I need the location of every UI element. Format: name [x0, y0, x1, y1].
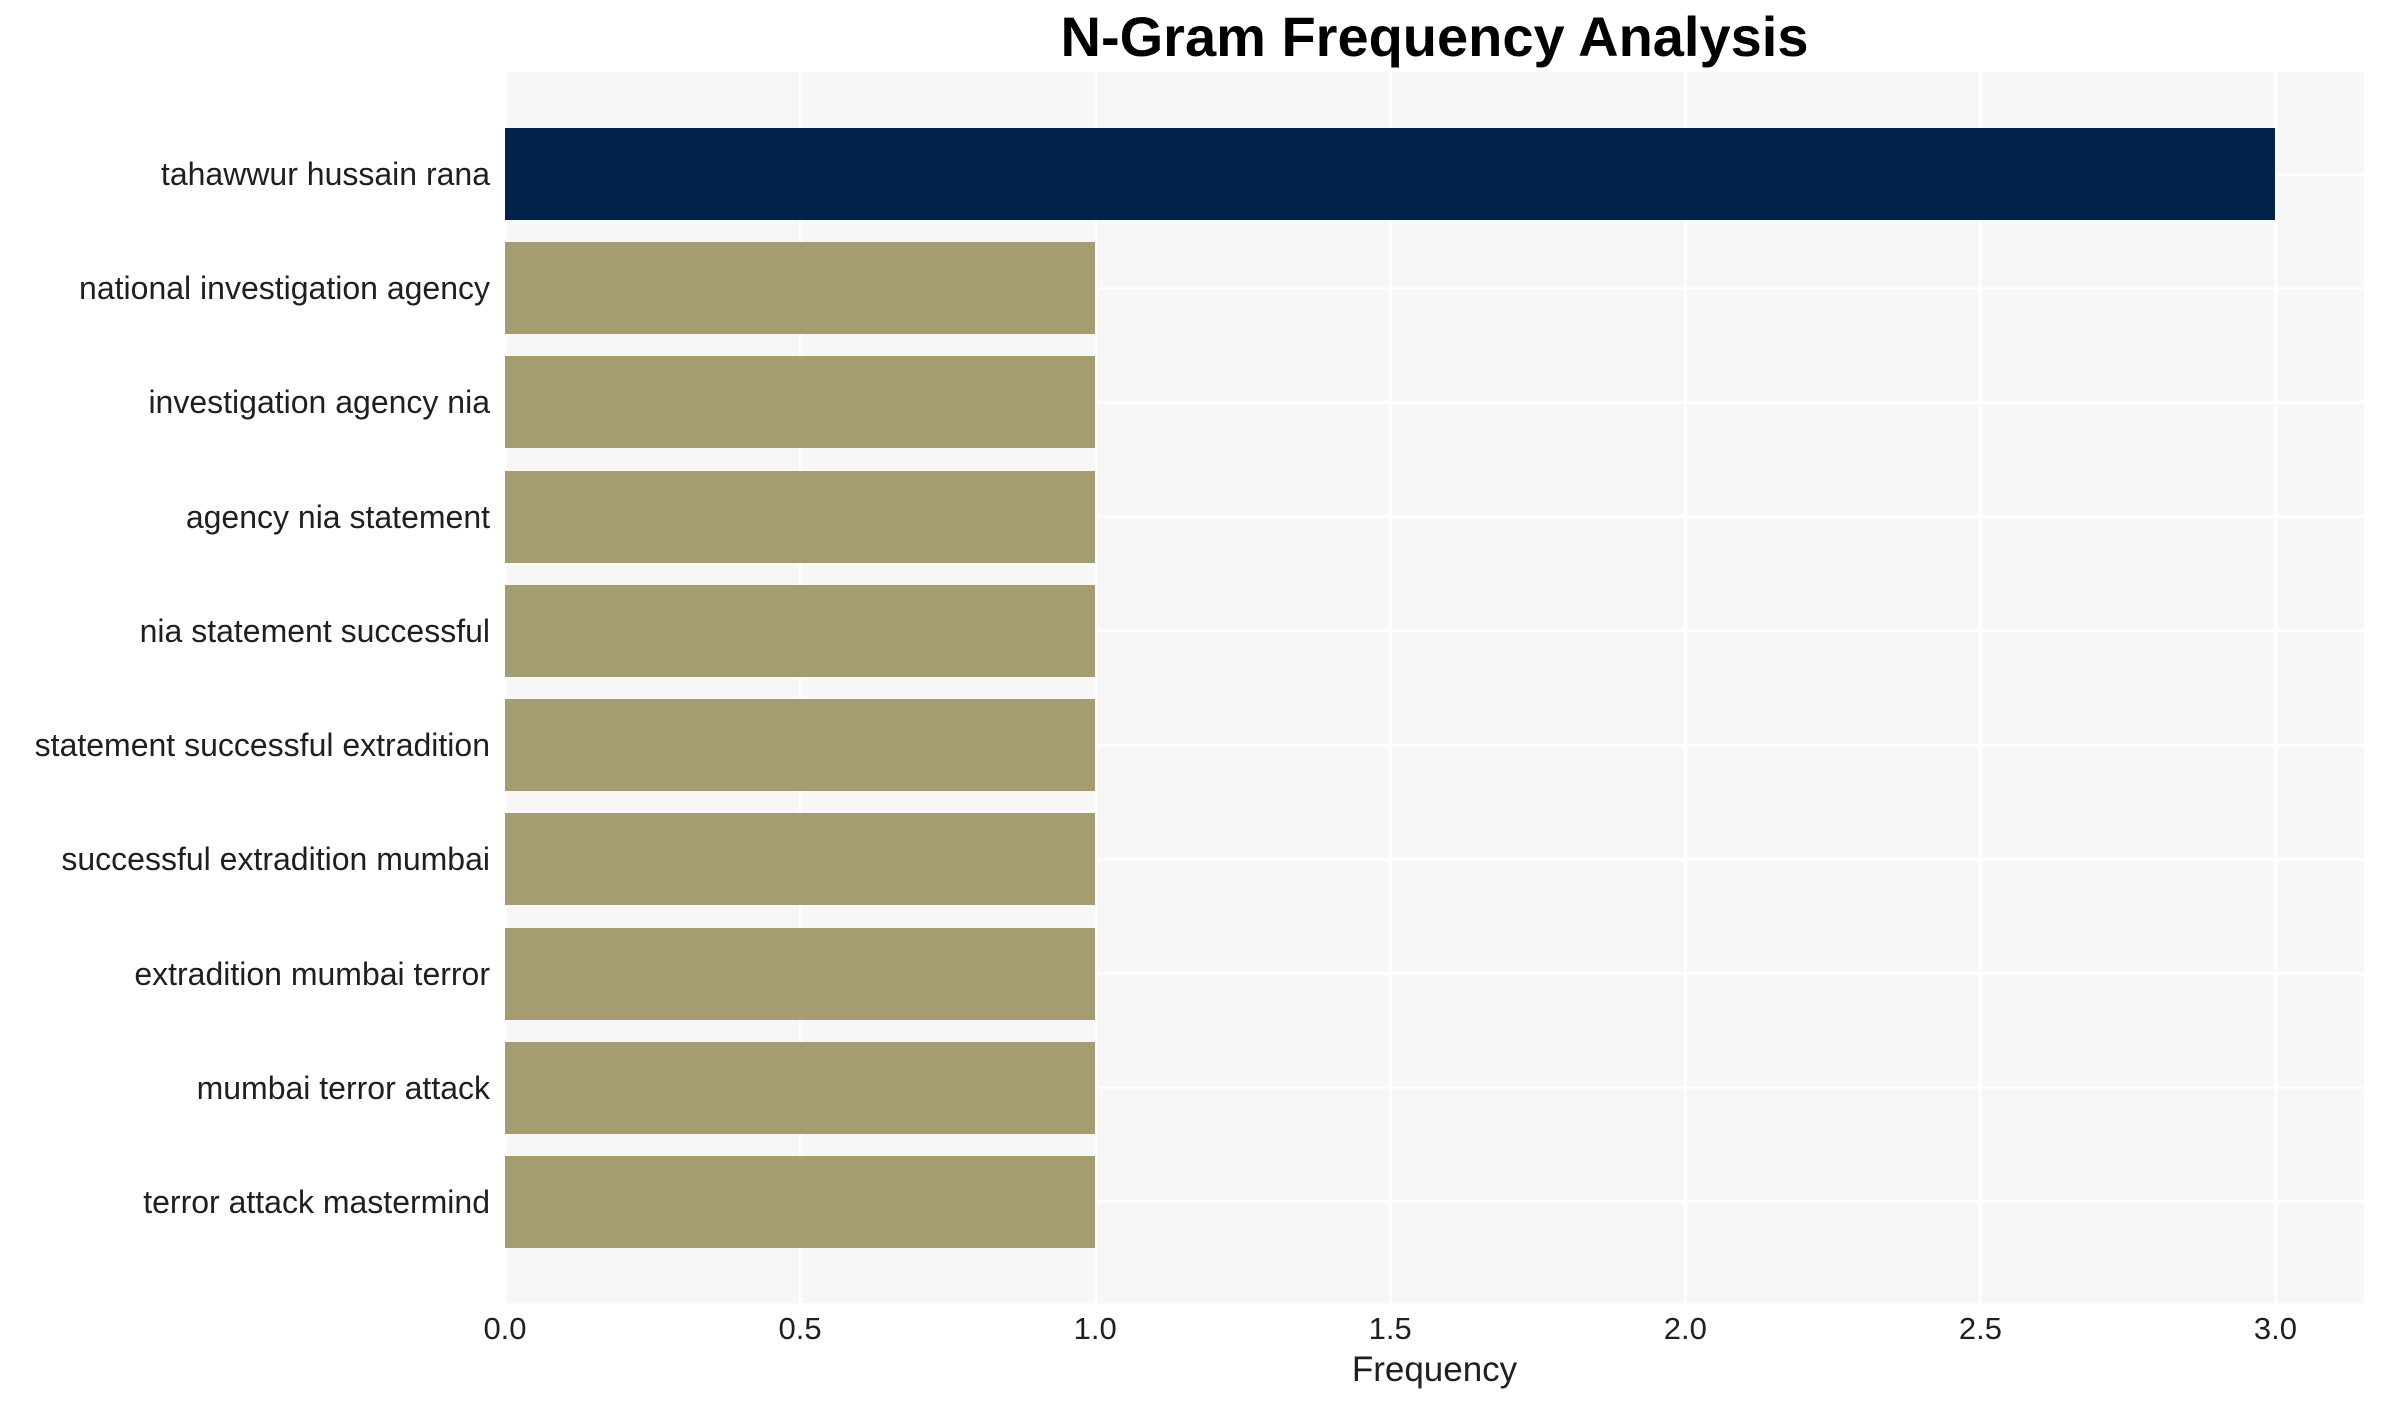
x-gridline: [1093, 72, 1097, 1303]
y-axis-label: terror attack mastermind: [143, 1183, 490, 1220]
x-gridline: [1978, 72, 1982, 1303]
y-axis-label: successful extradition mumbai: [61, 841, 490, 878]
y-gridline: [505, 629, 2364, 633]
bar-mumbai-terror-attack: [505, 1041, 1096, 1134]
y-axis-label: statement successful extradition: [34, 727, 490, 764]
y-gridline: [505, 743, 2364, 747]
y-gridline: [505, 286, 2364, 290]
chart-title: N-Gram Frequency Analysis: [1060, 5, 1809, 68]
bar-national-investigation-agency: [505, 242, 1096, 335]
y-axis-label: extradition mumbai terror: [134, 955, 490, 992]
x-axis-tick-label: 3.0: [2253, 1311, 2298, 1346]
y-gridline: [505, 1086, 2364, 1090]
x-axis-tick-label: 1.0: [1073, 1311, 1117, 1346]
y-axis-label: nia statement successful: [139, 612, 490, 649]
bar-nia-statement-successful: [505, 584, 1096, 677]
y-axis-label: national investigation agency: [79, 270, 490, 307]
bar-statement-successful-extradition: [505, 699, 1096, 792]
bar-terror-attack-mastermind: [505, 1155, 1096, 1248]
x-gridline: [503, 72, 507, 1303]
y-gridline: [505, 1200, 2364, 1204]
x-axis-tick-label: 0.0: [483, 1311, 527, 1346]
bar-successful-extradition-mumbai: [505, 813, 1096, 906]
y-gridline: [505, 972, 2364, 976]
plot-area: [503, 72, 2364, 1303]
y-axis-label: mumbai terror attack: [196, 1069, 490, 1106]
bar-investigation-agency-nia: [505, 356, 1096, 449]
bar-tahawwur-hussain-rana: [505, 128, 2276, 220]
y-gridline: [505, 400, 2364, 404]
y-gridline: [505, 515, 2364, 519]
y-axis-label: tahawwur hussain rana: [160, 156, 490, 192]
y-gridline: [505, 857, 2364, 861]
x-axis-tick-label: 0.5: [778, 1311, 822, 1346]
x-axis-tick-label: 2.0: [1663, 1311, 1707, 1346]
y-axis-label: investigation agency nia: [148, 384, 490, 421]
x-gridline: [2273, 72, 2277, 1303]
bar-extradition-mumbai-terror: [505, 927, 1096, 1020]
y-axis-label: agency nia statement: [185, 498, 490, 535]
x-gridline: [1388, 72, 1392, 1303]
x-axis-title: Frequency: [1351, 1350, 1518, 1389]
x-gridline: [798, 72, 802, 1303]
bar-agency-nia-statement: [505, 470, 1096, 563]
x-gridline: [1683, 72, 1687, 1303]
x-axis-tick-label: 2.5: [1958, 1311, 2002, 1346]
x-axis-tick-label: 1.5: [1368, 1311, 1412, 1346]
